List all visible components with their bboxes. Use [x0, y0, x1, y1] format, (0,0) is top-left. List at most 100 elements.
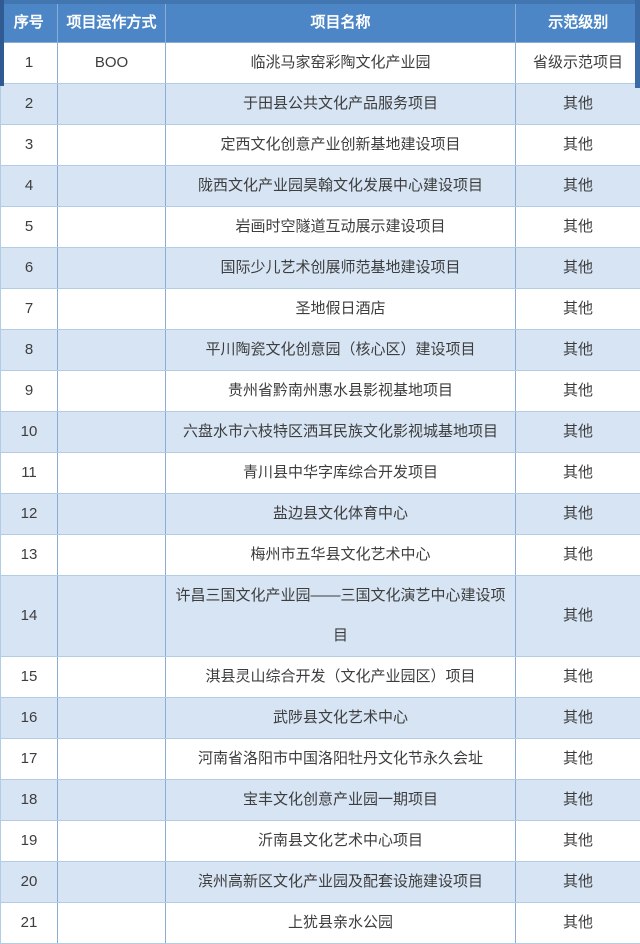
cell-operation-mode: [58, 576, 166, 657]
cell-demo-level: 其他: [516, 84, 640, 125]
cell-operation-mode: [58, 821, 166, 862]
table-row: 19 沂南县文化艺术中心项目 其他: [1, 821, 640, 862]
cell-project-name: 河南省洛阳市中国洛阳牡丹文化节永久会址: [166, 739, 516, 780]
cell-operation-mode: [58, 207, 166, 248]
column-header-demo-level: 示范级别: [516, 2, 640, 43]
cell-index: 13: [1, 535, 58, 576]
cell-operation-mode: [58, 739, 166, 780]
cell-index: 2: [1, 84, 58, 125]
table-row: 9 贵州省黔南州惠水县影视基地项目 其他: [1, 371, 640, 412]
cell-index: 15: [1, 657, 58, 698]
cell-project-name: 六盘水市六枝特区洒耳民族文化影视城基地项目: [166, 412, 516, 453]
table-row: 16 武陟县文化艺术中心 其他: [1, 698, 640, 739]
cell-operation-mode: [58, 780, 166, 821]
cell-index: 3: [1, 125, 58, 166]
cell-demo-level: 其他: [516, 780, 640, 821]
cell-demo-level: 其他: [516, 330, 640, 371]
table-row: 12 盐边县文化体育中心 其他: [1, 494, 640, 535]
cell-index: 17: [1, 739, 58, 780]
cell-demo-level: 其他: [516, 698, 640, 739]
cell-operation-mode: [58, 412, 166, 453]
table-row: 6 国际少儿艺术创展师范基地建设项目 其他: [1, 248, 640, 289]
table-left-accent-border: [0, 0, 4, 86]
table-row: 7 圣地假日酒店 其他: [1, 289, 640, 330]
cell-project-name: 于田县公共文化产品服务项目: [166, 84, 516, 125]
cell-index: 18: [1, 780, 58, 821]
cell-demo-level: 其他: [516, 125, 640, 166]
cell-project-name: 临洮马家窑彩陶文化产业园: [166, 43, 516, 84]
cell-operation-mode: [58, 371, 166, 412]
table-body: 1 BOO 临洮马家窑彩陶文化产业园 省级示范项目 2 于田县公共文化产品服务项…: [1, 43, 640, 944]
cell-operation-mode: [58, 330, 166, 371]
cell-index: 4: [1, 166, 58, 207]
cell-project-name: 国际少儿艺术创展师范基地建设项目: [166, 248, 516, 289]
cell-demo-level: 其他: [516, 494, 640, 535]
cell-index: 20: [1, 862, 58, 903]
cell-operation-mode: [58, 657, 166, 698]
cell-demo-level: 其他: [516, 535, 640, 576]
cell-operation-mode: [58, 862, 166, 903]
cell-demo-level: 其他: [516, 248, 640, 289]
cell-operation-mode: [58, 494, 166, 535]
cell-operation-mode: [58, 166, 166, 207]
cell-demo-level: 其他: [516, 166, 640, 207]
cell-demo-level: 其他: [516, 657, 640, 698]
cell-operation-mode: [58, 535, 166, 576]
cell-index: 6: [1, 248, 58, 289]
cell-index: 8: [1, 330, 58, 371]
cell-demo-level: 其他: [516, 371, 640, 412]
table-row: 4 陇西文化产业园昊翰文化发展中心建设项目 其他: [1, 166, 640, 207]
column-header-index: 序号: [1, 2, 58, 43]
cell-project-name: 滨州高新区文化产业园及配套设施建设项目: [166, 862, 516, 903]
cell-operation-mode: [58, 453, 166, 494]
cell-operation-mode: [58, 84, 166, 125]
cell-index: 16: [1, 698, 58, 739]
column-header-operation-mode: 项目运作方式: [58, 2, 166, 43]
cell-index: 5: [1, 207, 58, 248]
table-row: 21 上犹县亲水公园 其他: [1, 903, 640, 944]
cell-project-name: 贵州省黔南州惠水县影视基地项目: [166, 371, 516, 412]
cell-index: 1: [1, 43, 58, 84]
cell-demo-level: 省级示范项目: [516, 43, 640, 84]
table-row: 20 滨州高新区文化产业园及配套设施建设项目 其他: [1, 862, 640, 903]
cell-demo-level: 其他: [516, 412, 640, 453]
cell-demo-level: 其他: [516, 862, 640, 903]
cell-demo-level: 其他: [516, 576, 640, 657]
table-row: 15 淇县灵山综合开发（文化产业园区）项目 其他: [1, 657, 640, 698]
table-row: 13 梅州市五华县文化艺术中心 其他: [1, 535, 640, 576]
cell-project-name: 陇西文化产业园昊翰文化发展中心建设项目: [166, 166, 516, 207]
cell-project-name: 盐边县文化体育中心: [166, 494, 516, 535]
cell-project-name: 宝丰文化创意产业园一期项目: [166, 780, 516, 821]
cell-project-name: 青川县中华字库综合开发项目: [166, 453, 516, 494]
table-row: 11 青川县中华字库综合开发项目 其他: [1, 453, 640, 494]
cell-demo-level: 其他: [516, 453, 640, 494]
cell-project-name: 淇县灵山综合开发（文化产业园区）项目: [166, 657, 516, 698]
cell-index: 12: [1, 494, 58, 535]
cell-operation-mode: [58, 125, 166, 166]
header-row: 序号 项目运作方式 项目名称 示范级别: [1, 2, 640, 43]
cell-project-name: 圣地假日酒店: [166, 289, 516, 330]
cell-demo-level: 其他: [516, 903, 640, 944]
cell-operation-mode: [58, 289, 166, 330]
table-row: 2 于田县公共文化产品服务项目 其他: [1, 84, 640, 125]
cell-index: 7: [1, 289, 58, 330]
cell-index: 10: [1, 412, 58, 453]
cell-index: 14: [1, 576, 58, 657]
cell-index: 9: [1, 371, 58, 412]
table-row: 17 河南省洛阳市中国洛阳牡丹文化节永久会址 其他: [1, 739, 640, 780]
table-row: 8 平川陶瓷文化创意园（核心区）建设项目 其他: [1, 330, 640, 371]
cell-project-name: 梅州市五华县文化艺术中心: [166, 535, 516, 576]
cell-index: 11: [1, 453, 58, 494]
cell-demo-level: 其他: [516, 207, 640, 248]
cell-operation-mode: [58, 698, 166, 739]
cell-index: 19: [1, 821, 58, 862]
cell-project-name: 上犹县亲水公园: [166, 903, 516, 944]
table-row: 10 六盘水市六枝特区洒耳民族文化影视城基地项目 其他: [1, 412, 640, 453]
cell-project-name: 定西文化创意产业创新基地建设项目: [166, 125, 516, 166]
cell-operation-mode: BOO: [58, 43, 166, 84]
cell-project-name: 许昌三国文化产业园——三国文化演艺中心建设项目: [166, 576, 516, 657]
cell-operation-mode: [58, 248, 166, 289]
table-row: 14 许昌三国文化产业园——三国文化演艺中心建设项目 其他: [1, 576, 640, 657]
